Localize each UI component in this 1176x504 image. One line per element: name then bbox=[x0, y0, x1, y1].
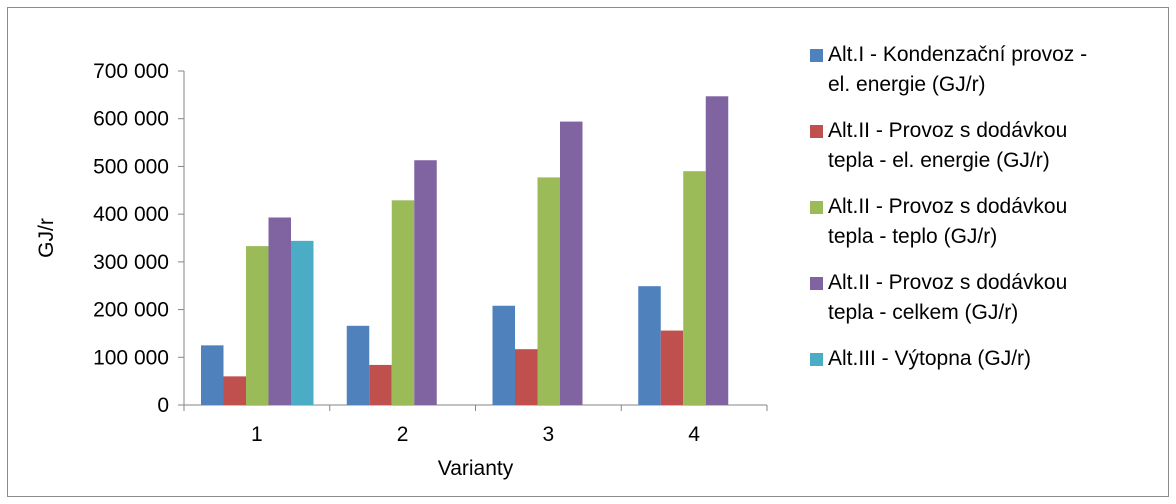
legend-label: Alt.III - Výtopna (GJ/r) bbox=[828, 347, 1032, 370]
bar-2-variant-3 bbox=[515, 349, 538, 405]
bar-3-variant-4 bbox=[683, 171, 706, 405]
legend-label: tepla - celkem (GJ/r) bbox=[828, 301, 1019, 324]
y-tick-label: 200 000 bbox=[93, 299, 169, 322]
legend-swatch bbox=[810, 277, 823, 290]
y-tick-label: 300 000 bbox=[93, 251, 169, 274]
y-axis-title: GJ/r bbox=[35, 218, 58, 258]
bar-4-variant-3 bbox=[560, 121, 583, 405]
x-axis-title: Varianty bbox=[438, 457, 514, 480]
legend-item: Alt.II - Provoz s dodávkou tepla - teplo … bbox=[808, 192, 1176, 252]
legend-label: Alt.II - Provoz s dodávkou bbox=[828, 195, 1068, 218]
bar-1-variant-4 bbox=[638, 286, 661, 405]
y-tick-label: 500 000 bbox=[93, 155, 169, 178]
legend-label: Alt.II - Provoz s dodávkou bbox=[828, 119, 1068, 142]
bar-4-variant-1 bbox=[268, 217, 291, 405]
x-tick-label: 3 bbox=[543, 423, 555, 446]
legend-swatch bbox=[810, 125, 823, 138]
y-tick-label: 100 000 bbox=[93, 346, 169, 369]
bar-3-variant-3 bbox=[537, 177, 560, 405]
y-tick-label: 0 bbox=[157, 394, 169, 417]
legend-label: el. energie (GJ/r) bbox=[828, 73, 986, 96]
chart-frame: 0 100 000 200 000 300 000 400 000 500 000 600 … bbox=[7, 7, 1169, 497]
bar-2-variant-1 bbox=[223, 376, 246, 405]
legend-swatch bbox=[810, 49, 823, 62]
bar-2-variant-4 bbox=[660, 330, 684, 405]
x-tick-label: 2 bbox=[397, 423, 409, 446]
y-tick-label: 700 000 bbox=[93, 60, 169, 83]
y-tick-label: 600 000 bbox=[93, 108, 169, 131]
bar-chart: 0 100 000 200 000 300 000 400 000 500 000 600 … bbox=[35, 60, 768, 480]
bar-2-variant-2 bbox=[369, 364, 392, 405]
y-tick-label: 400 000 bbox=[93, 203, 169, 226]
legend-label: Alt.II - Provoz s dodávkou bbox=[828, 271, 1068, 294]
bar-1-variant-1 bbox=[201, 345, 224, 405]
legend-label: Alt.I - Kondenzační provoz - bbox=[828, 43, 1088, 66]
legend-item: Alt.II - Provoz s dodávkou tepla - celkem… bbox=[808, 268, 1176, 328]
legend-swatch bbox=[810, 353, 823, 366]
legend-label: tepla - el. energie (GJ/r) bbox=[828, 149, 1050, 172]
legend-swatch bbox=[810, 201, 823, 214]
legend-item: Alt.I - Kondenzační provoz - el. energie … bbox=[808, 40, 1176, 100]
x-tick-label: 1 bbox=[251, 423, 263, 446]
bar-3-variant-1 bbox=[246, 246, 269, 405]
legend-item: Alt.II - Provoz s dodávkou tepla - el. en… bbox=[808, 116, 1176, 176]
legend: Alt.I - Kondenzační provoz - el. energie … bbox=[808, 40, 1176, 390]
bar-1-variant-2 bbox=[346, 325, 370, 405]
bar-5-variant-1 bbox=[291, 240, 314, 405]
legend-label: tepla - teplo (GJ/r) bbox=[828, 225, 998, 248]
x-tick-label: 4 bbox=[688, 423, 700, 446]
legend-item: Alt.III - Výtopna (GJ/r) bbox=[808, 344, 1176, 374]
bar-4-variant-4 bbox=[705, 96, 729, 405]
bar-4-variant-2 bbox=[414, 160, 437, 405]
bar-1-variant-3 bbox=[492, 305, 515, 405]
bar-3-variant-2 bbox=[391, 200, 415, 405]
